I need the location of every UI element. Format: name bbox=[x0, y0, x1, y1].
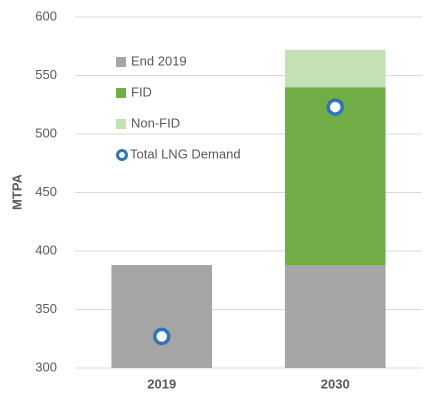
legend-marker bbox=[116, 88, 126, 98]
legend-label: Total LNG Demand bbox=[130, 146, 241, 161]
legend-label: FID bbox=[131, 84, 152, 99]
legend-label: Non-FID bbox=[131, 115, 180, 130]
legend-label: End 2019 bbox=[131, 53, 187, 68]
x-tick-label: 2019 bbox=[147, 376, 176, 391]
demand-point bbox=[326, 98, 344, 116]
y-tick-label: 500 bbox=[35, 125, 57, 140]
legend-marker bbox=[116, 149, 128, 161]
y-tick-label: 450 bbox=[35, 184, 57, 199]
bar-segment bbox=[284, 87, 386, 266]
y-tick-label: 600 bbox=[35, 8, 57, 23]
bar-segment bbox=[284, 49, 386, 88]
bar-segment bbox=[284, 265, 386, 368]
y-tick-label: 400 bbox=[35, 242, 57, 257]
y-tick-label: 300 bbox=[35, 359, 57, 374]
y-tick-label: 350 bbox=[35, 301, 57, 316]
y-tick-label: 550 bbox=[35, 67, 57, 82]
x-tick-label: 2030 bbox=[321, 376, 350, 391]
legend-marker bbox=[116, 57, 126, 67]
legend-marker bbox=[116, 119, 126, 129]
y-axis-label: MTPA bbox=[9, 173, 24, 209]
bar-segment bbox=[111, 265, 213, 368]
demand-point bbox=[153, 327, 171, 346]
